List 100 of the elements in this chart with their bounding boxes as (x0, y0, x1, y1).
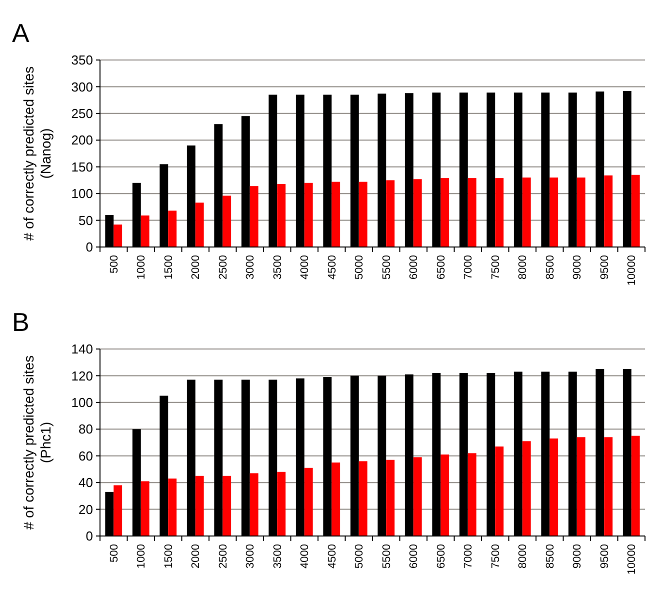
y-tick-label: 20 (78, 502, 93, 517)
bar (550, 438, 558, 536)
y-tick-label: 250 (71, 106, 93, 121)
x-tick-label: 4500 (326, 255, 338, 280)
bar (114, 224, 122, 247)
x-tick-label: 7500 (490, 544, 502, 568)
bar (250, 186, 258, 247)
x-tick-label: 6000 (408, 544, 420, 568)
x-tick-label: 8500 (544, 544, 556, 568)
x-tick-label: 9500 (598, 544, 611, 568)
x-tick-label: 9500 (598, 255, 611, 280)
x-tick-label: 5500 (380, 255, 393, 280)
y-tick-label: 350 (71, 52, 93, 68)
bar (576, 437, 586, 536)
bar (604, 437, 613, 536)
x-tick-label: 8000 (517, 544, 530, 568)
x-tick-label: 2000 (190, 255, 202, 280)
x-tick-label: 9000 (572, 544, 584, 568)
x-tick-label: 7000 (462, 544, 475, 568)
y-tick-label: 140 (71, 342, 93, 357)
x-tick-label: 3500 (272, 255, 284, 280)
bar (195, 476, 204, 536)
x-tick-label: 5000 (354, 255, 366, 280)
x-tick-label: 1000 (136, 255, 148, 280)
bar (195, 202, 204, 247)
x-tick-label: 5000 (354, 544, 366, 568)
x-tick-label: 1500 (162, 255, 175, 280)
x-tick-label: 7500 (490, 255, 502, 280)
y-tick-label: 50 (78, 212, 93, 228)
bar (168, 478, 177, 536)
y-tick-label: 0 (86, 240, 93, 255)
bar (277, 472, 286, 536)
bar (304, 468, 313, 536)
bar (468, 178, 476, 247)
bar (440, 178, 450, 247)
x-tick-label: 4500 (326, 544, 338, 568)
bar (140, 215, 150, 247)
bar (304, 182, 313, 247)
x-tick-label: 1000 (136, 544, 148, 568)
bar (386, 180, 395, 247)
y-tick-label: 120 (71, 368, 93, 384)
bar (222, 476, 232, 536)
y-tick-label: 100 (71, 394, 93, 410)
chart-title: A (12, 18, 30, 48)
bar (332, 182, 340, 247)
bar (114, 485, 122, 536)
bar (250, 473, 258, 536)
y-tick-label: 150 (71, 159, 93, 174)
bar (522, 441, 531, 536)
chart-title: B (12, 307, 30, 337)
bar (358, 182, 368, 247)
x-tick-label: 9000 (572, 255, 584, 280)
x-tick-label: 8000 (517, 255, 530, 280)
x-tick-label: 3000 (244, 544, 257, 568)
bar (468, 453, 476, 536)
bar (413, 179, 422, 247)
bar (522, 178, 531, 247)
y-tick-label: 100 (71, 186, 93, 202)
bar (604, 175, 613, 247)
bar (358, 461, 368, 536)
bar (631, 436, 640, 536)
x-tick-label: 1500 (162, 544, 175, 568)
bar (168, 210, 177, 247)
bar (386, 460, 395, 536)
y-axis-title: # of correctly predicted sites (Phc1) (20, 355, 54, 530)
y-tick-label: 80 (78, 422, 93, 437)
x-tick-label: 2000 (190, 544, 202, 568)
x-tick-label: 6500 (435, 544, 448, 568)
y-tick-label: 300 (71, 79, 93, 94)
x-tick-label: 10000 (626, 255, 638, 286)
x-tick-label: 7000 (462, 255, 475, 280)
x-tick-label: 2500 (217, 255, 230, 280)
bar (495, 178, 504, 247)
x-tick-label: 5500 (380, 544, 393, 568)
bar (277, 184, 286, 247)
bar (140, 481, 150, 536)
x-tick-label: 6500 (435, 255, 448, 280)
y-tick-label: 200 (71, 132, 93, 148)
x-tick-label: 4000 (299, 544, 312, 568)
x-tick-label: 3500 (272, 544, 284, 568)
x-tick-label: 8500 (544, 255, 556, 280)
y-tick-label: 60 (78, 448, 93, 464)
bar (413, 457, 422, 536)
y-axis-title: # of correctly predicted sites (Nanog) (20, 66, 54, 241)
x-tick-label: 4000 (299, 255, 312, 280)
x-tick-label: 500 (108, 255, 120, 274)
bar (550, 178, 558, 247)
bar (222, 196, 232, 247)
bar (332, 462, 340, 536)
bar (440, 454, 450, 536)
x-tick-label: 3000 (244, 255, 257, 280)
x-tick-label: 6000 (408, 255, 420, 280)
x-tick-label: 2500 (217, 544, 230, 568)
x-tick-label: 500 (108, 544, 120, 562)
bar (631, 174, 640, 247)
y-tick-label: 0 (86, 528, 93, 544)
y-tick-label: 40 (78, 475, 93, 490)
bar (495, 446, 504, 536)
x-tick-label: 10000 (626, 544, 638, 575)
bar (576, 178, 586, 247)
